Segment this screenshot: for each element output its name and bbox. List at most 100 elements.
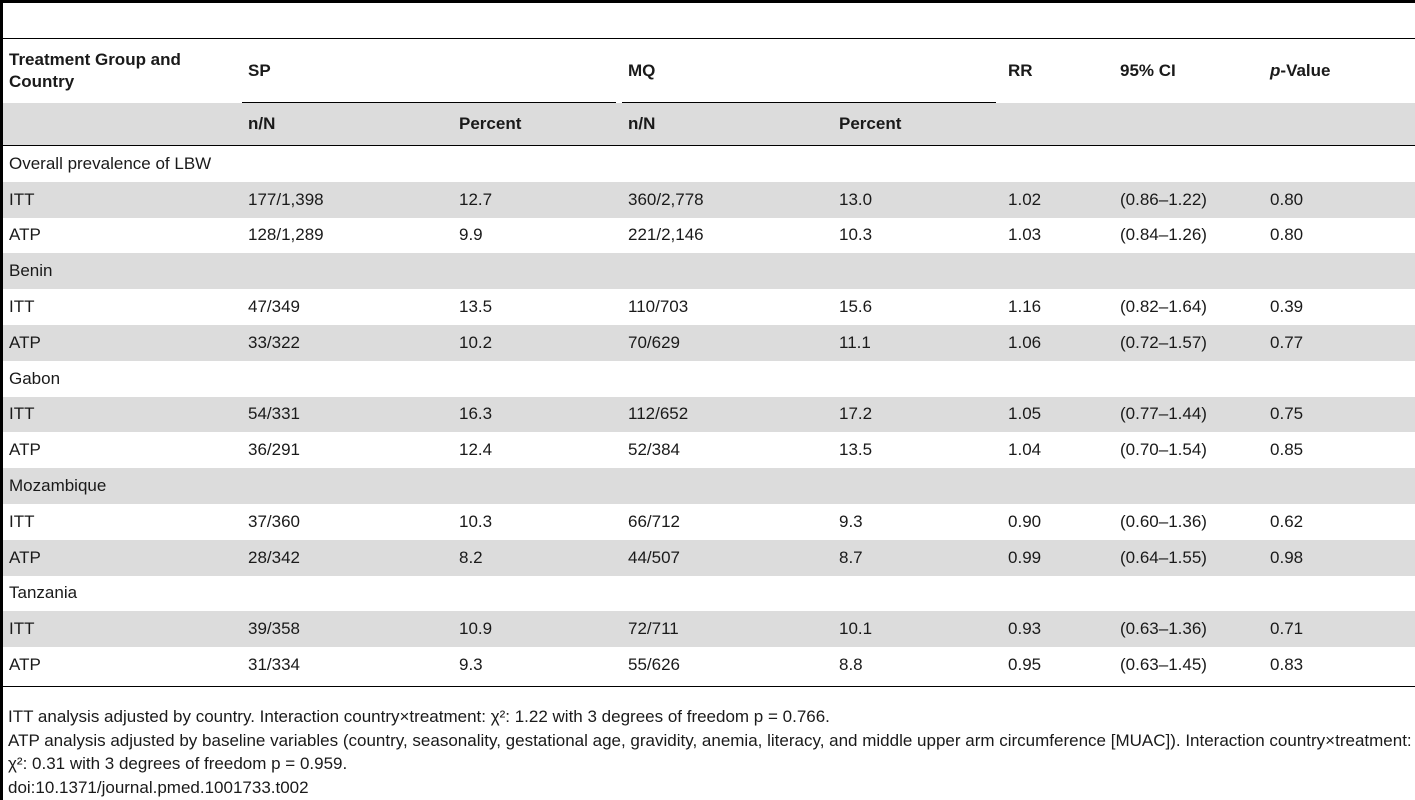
section-label: Gabon: [9, 368, 61, 388]
table-row: ITT 39/358 10.9 72/711 10.1 0.93 (0.63–1.36) 0.…: [3, 611, 1415, 648]
header-blank: [1264, 103, 1415, 146]
cell-rr: 1.02: [1002, 181, 1115, 218]
cell-sp-nN: 36/291: [248, 440, 300, 460]
header-mq-percent: Percent: [833, 103, 1003, 146]
table-row: ITT 47/349 13.5 110/703 15.6 1.16 (0.82–1.64) 0…: [3, 289, 1415, 325]
data-table: Treatment Group and Country SP MQ RR 95%…: [3, 39, 1415, 683]
cell-rr: 1.05: [1002, 396, 1115, 433]
cell-mq-nN: 55/626: [628, 655, 680, 675]
cell-mq-pct: 8.7: [833, 539, 1003, 576]
row-label: ATP: [9, 225, 41, 245]
section-label: Overall prevalence of LBW: [9, 153, 212, 173]
row-label: ITT: [9, 511, 35, 531]
cell-ci: (0.70–1.54): [1120, 440, 1207, 460]
cell-sp-pct: 8.2: [453, 539, 622, 576]
cell-mq-nN: 66/712: [628, 511, 680, 531]
cell-mq-nN: 110/703: [628, 297, 689, 317]
row-label: ATP: [9, 655, 41, 675]
table-row: ITT 54/331 16.3 112/652 17.2 1.05 (0.77–1.44) 0…: [3, 396, 1415, 433]
cell-ci: (0.64–1.55): [1114, 539, 1265, 576]
cell-p: 0.85: [1270, 440, 1304, 460]
cell-ci: (0.60–1.36): [1120, 511, 1207, 531]
cell-p: 0.83: [1270, 655, 1304, 675]
header-mq-nN: n/N: [622, 103, 833, 146]
cell-ci: (0.82–1.64): [1120, 297, 1207, 317]
cell-sp-nN: 39/358: [242, 611, 453, 648]
table-top-rule: [3, 0, 1415, 3]
header-ci: 95% CI: [1120, 61, 1176, 80]
cell-sp-pct: 9.3: [459, 655, 483, 675]
cell-sp-pct: 10.2: [453, 324, 622, 361]
cell-mq-pct: 15.6: [839, 297, 873, 317]
cell-mq-pct: 17.2: [833, 396, 1003, 433]
cell-rr: 0.93: [1002, 611, 1115, 648]
section-row: Gabon: [3, 361, 1415, 397]
footnote-itt: ITT analysis adjusted by country. Intera…: [8, 707, 830, 726]
table-row: ATP 33/322 10.2 70/629 11.1 1.06 (0.72–1.57) 0.…: [3, 324, 1415, 361]
cell-mq-nN: 221/2,146: [628, 225, 704, 245]
cell-rr: 1.06: [1002, 324, 1115, 361]
cell-mq-nN: 52/384: [628, 440, 680, 460]
table-body: Overall prevalence of LBW ITT 177/1,398 12.…: [3, 146, 1415, 683]
cell-mq-pct: 9.3: [839, 511, 863, 531]
cell-rr: 0.99: [1002, 539, 1115, 576]
cell-mq-pct: 10.1: [833, 611, 1003, 648]
table-row: ITT 177/1,398 12.7 360/2,778 13.0 1.02 (0.86–1…: [3, 181, 1415, 218]
cell-ci: (0.84–1.26): [1120, 225, 1207, 245]
row-label: ITT: [9, 297, 35, 317]
cell-p: 0.39: [1270, 297, 1304, 317]
section-row: Tanzania: [3, 576, 1415, 612]
cell-p: 0.80: [1264, 181, 1415, 218]
section-row: Benin: [3, 253, 1415, 290]
header-sp: SP: [242, 39, 622, 103]
header-sp-percent: Percent: [453, 103, 622, 146]
cell-ci: (0.63–1.36): [1114, 611, 1265, 648]
cell-mq-nN: 112/652: [622, 396, 833, 433]
table-row: ATP 128/1,289 9.9 221/2,146 10.3 1.03 (0.84–1.…: [3, 218, 1415, 254]
cell-ci: (0.77–1.44): [1114, 396, 1265, 433]
cell-p: 0.75: [1264, 396, 1415, 433]
row-label: ITT: [3, 181, 242, 218]
table-row: ITT 37/360 10.3 66/712 9.3 0.90 (0.60–1.36) 0.6…: [3, 504, 1415, 540]
section-row: Overall prevalence of LBW: [3, 146, 1415, 182]
table-frame-left-border: [0, 0, 3, 800]
cell-p: 0.71: [1264, 611, 1415, 648]
cell-sp-pct: 10.3: [459, 511, 493, 531]
header-p-value: p-Value: [1270, 61, 1331, 80]
cell-sp-nN: 177/1,398: [242, 181, 453, 218]
row-label: ITT: [3, 396, 242, 433]
cell-sp-nN: 128/1,289: [248, 225, 324, 245]
cell-mq-nN: 72/711: [622, 611, 833, 648]
table-row: ATP 28/342 8.2 44/507 8.7 0.99 (0.64–1.55) 0.98: [3, 539, 1415, 576]
cell-sp-nN: 33/322: [242, 324, 453, 361]
cell-p: 0.98: [1264, 539, 1415, 576]
cell-rr: 0.90: [1008, 511, 1042, 531]
cell-sp-pct: 12.7: [453, 181, 622, 218]
cell-mq-pct: 8.8: [839, 655, 863, 675]
cell-sp-nN: 47/349: [248, 297, 300, 317]
section-label: Tanzania: [9, 583, 78, 603]
row-label: ATP: [9, 440, 41, 460]
cell-mq-nN: 360/2,778: [622, 181, 833, 218]
header-blank: [3, 103, 242, 146]
section-label: Mozambique: [3, 468, 1415, 504]
cell-sp-nN: 28/342: [242, 539, 453, 576]
cell-sp-nN: 31/334: [248, 655, 300, 675]
table-bottom-rule: [3, 686, 1415, 687]
cell-sp-nN: 37/360: [248, 511, 300, 531]
cell-rr: 0.95: [1008, 655, 1042, 675]
header-rr: RR: [1008, 61, 1033, 80]
cell-mq-nN: 44/507: [622, 539, 833, 576]
cell-mq-pct: 13.0: [833, 181, 1003, 218]
row-label: ITT: [3, 611, 242, 648]
cell-mq-pct: 13.5: [839, 440, 873, 460]
table-row: ATP 31/334 9.3 55/626 8.8 0.95 (0.63–1.45) 0.83: [3, 647, 1415, 683]
cell-p: 0.80: [1270, 225, 1304, 245]
header-sp-nN: n/N: [242, 103, 453, 146]
header-treatment-group: Treatment Group and Country: [9, 50, 181, 91]
cell-ci: (0.72–1.57): [1114, 324, 1265, 361]
cell-mq-nN: 70/629: [622, 324, 833, 361]
cell-mq-pct: 10.3: [839, 225, 873, 245]
cell-rr: 1.04: [1008, 440, 1042, 460]
table-header-rule: [3, 38, 1415, 39]
